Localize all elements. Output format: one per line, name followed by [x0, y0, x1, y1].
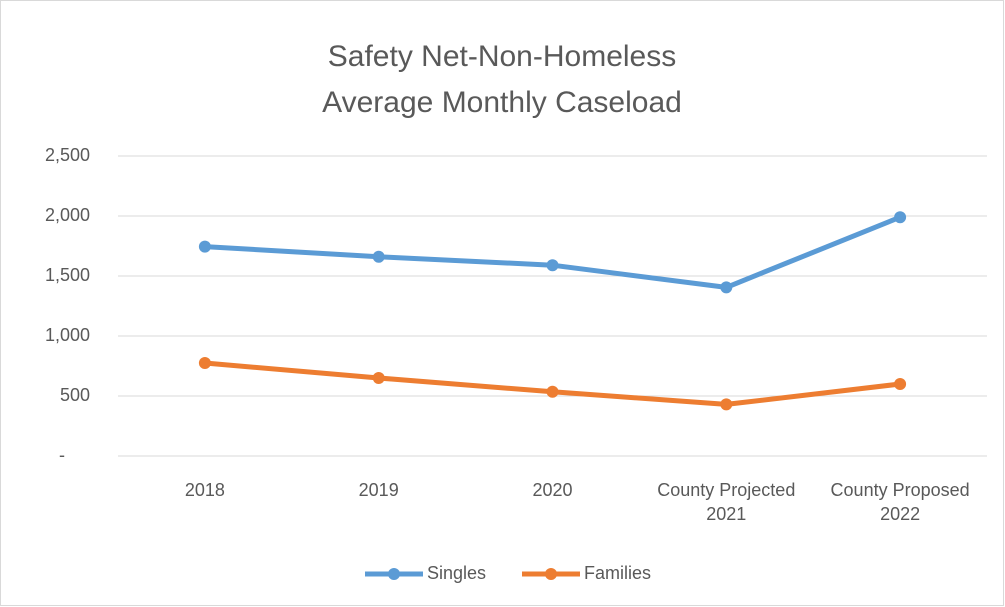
data-point — [894, 211, 907, 224]
y-tick-label: 1,000 — [45, 325, 90, 345]
y-tick-label: 500 — [60, 385, 90, 405]
x-tick-label: County Projected 2021 — [657, 480, 796, 524]
chart-title: Average Monthly Caseload — [322, 86, 682, 119]
legend-marker — [388, 568, 400, 580]
data-point — [198, 240, 211, 253]
data-point — [894, 378, 907, 390]
x-tick-label: 2018 — [184, 480, 225, 500]
y-tick-label: 2,500 — [45, 145, 90, 165]
data-point — [546, 385, 559, 398]
y-tick-label: 1,500 — [45, 265, 90, 285]
data-point — [720, 281, 733, 294]
x-tick-label: 2019 — [358, 480, 399, 500]
legend-marker — [545, 568, 557, 580]
x-tick-label: 2020 — [532, 480, 573, 500]
data-point — [372, 372, 385, 384]
data-point — [546, 259, 559, 272]
y-tick-label: - — [59, 445, 65, 465]
chart-title: Safety Net-Non-Homeless — [328, 40, 676, 73]
legend-label: Families — [584, 563, 651, 583]
data-point — [372, 250, 385, 263]
y-tick-label: 2,000 — [45, 205, 90, 225]
legend-label: Singles — [427, 563, 486, 583]
data-point — [198, 357, 211, 369]
data-point — [720, 398, 733, 411]
x-tick-label: County Proposed 2022 — [830, 480, 970, 524]
